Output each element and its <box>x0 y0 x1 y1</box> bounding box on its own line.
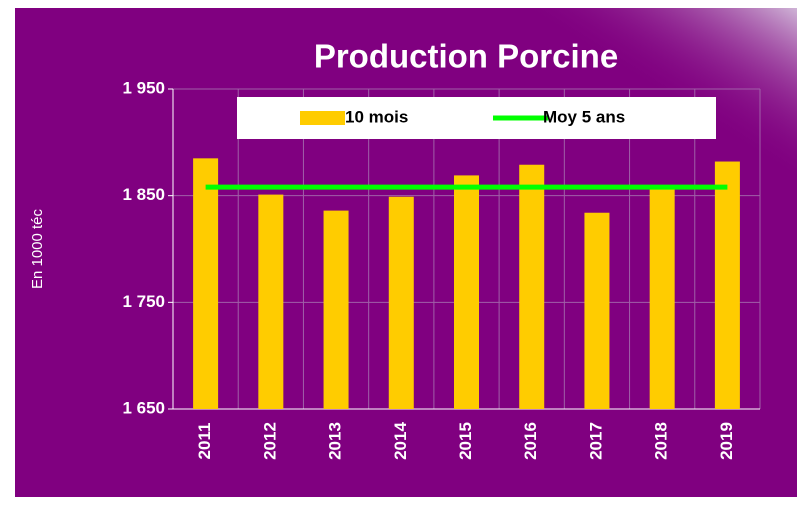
x-tick-label: 2012 <box>260 422 279 460</box>
chart-title: Production Porcine <box>314 38 618 75</box>
y-tick-label: 1 850 <box>122 185 165 204</box>
x-tick-label: 2011 <box>195 423 214 460</box>
x-tick-label: 2015 <box>456 422 475 460</box>
x-tick-label: 2013 <box>326 422 345 460</box>
bar <box>323 210 349 409</box>
bar <box>388 196 414 409</box>
legend-swatch <box>300 111 345 125</box>
bar <box>714 161 740 409</box>
legend-label: 10 mois <box>345 107 408 126</box>
bar <box>454 175 479 409</box>
bar <box>258 194 284 409</box>
y-tick-label: 1 650 <box>122 398 165 417</box>
bar <box>649 186 675 409</box>
y-tick-label: 1 750 <box>122 292 165 311</box>
x-tick-label: 2018 <box>652 422 671 460</box>
legend-label: Moy 5 ans <box>543 107 625 126</box>
x-tick-label: 2019 <box>717 422 736 460</box>
bar <box>584 212 610 409</box>
bar <box>193 158 219 409</box>
x-tick-label: 2017 <box>586 422 605 460</box>
y-tick-label: 1 950 <box>122 78 165 97</box>
x-tick-label: 2014 <box>391 422 410 460</box>
bar <box>519 164 545 409</box>
y-axis-label: En 1000 téc <box>29 208 46 289</box>
x-tick-label: 2016 <box>521 422 540 460</box>
